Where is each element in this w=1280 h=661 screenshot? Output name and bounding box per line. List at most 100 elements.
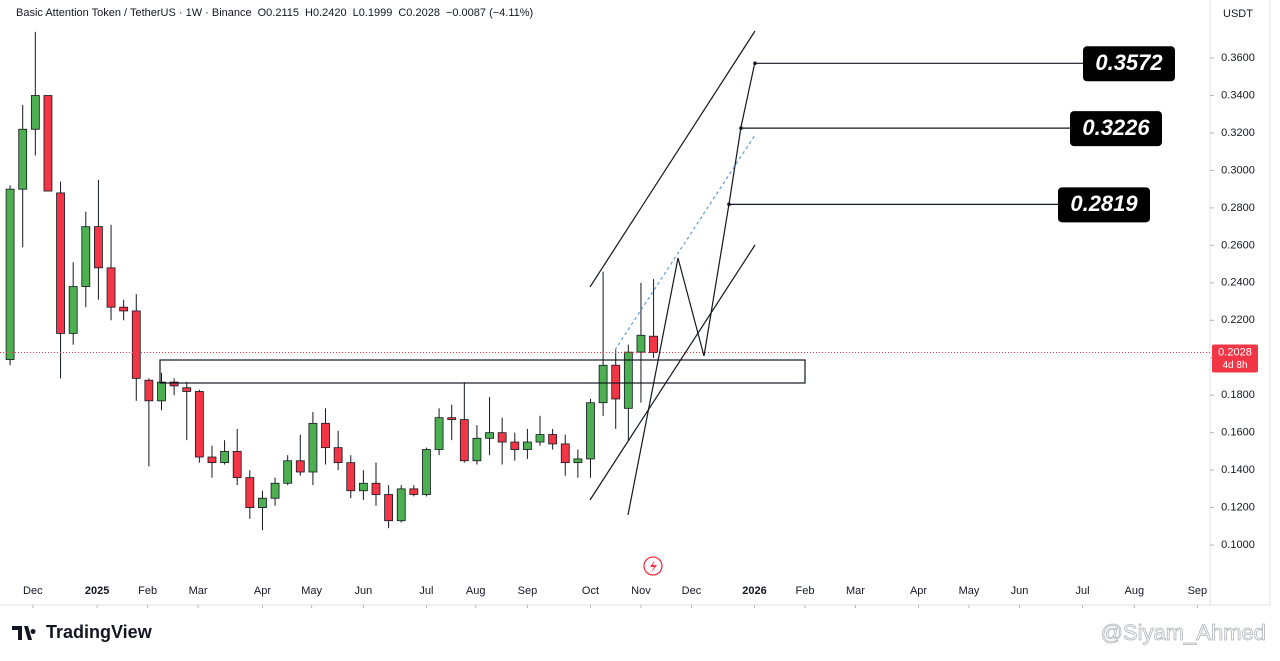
candle-body bbox=[94, 226, 103, 269]
symbol-title: Basic Attention Token / TetherUS · 1W · … bbox=[16, 7, 252, 19]
watermark: @Siyam_Ahmed bbox=[1101, 620, 1266, 645]
target-box bbox=[1058, 187, 1150, 223]
y-tick-label: 0.2600 bbox=[1221, 239, 1255, 251]
ohlc-high: H0.2420 bbox=[305, 7, 347, 19]
y-tick-label: 0.2200 bbox=[1221, 314, 1255, 326]
candle-body bbox=[333, 447, 343, 464]
candle-body bbox=[30, 95, 40, 130]
brand: TradingView bbox=[46, 622, 153, 642]
candle-body bbox=[485, 432, 494, 439]
x-tick-label: Sep bbox=[518, 585, 538, 597]
x-tick-label: Jul bbox=[1076, 585, 1090, 597]
y-tick-label: 0.3000 bbox=[1221, 164, 1255, 176]
x-tick-label: Jul bbox=[419, 585, 433, 597]
x-tick-label: Aug bbox=[466, 585, 486, 597]
candle-body bbox=[81, 226, 91, 287]
y-tick-label: 0.1400 bbox=[1221, 464, 1255, 476]
x-tick-label: Mar bbox=[846, 585, 865, 597]
ohlc-change: −0.0087 (−4.11%) bbox=[446, 7, 533, 19]
dashed-trend bbox=[614, 134, 756, 351]
candle-body bbox=[548, 434, 558, 445]
x-tick-label: Dec bbox=[682, 585, 702, 597]
candle-body bbox=[523, 441, 532, 450]
x-tick-label: Mar bbox=[189, 585, 208, 597]
y-tick-label: 0.1200 bbox=[1221, 502, 1255, 514]
candle-body bbox=[459, 419, 469, 462]
y-tick-label: 0.2800 bbox=[1221, 202, 1255, 214]
current-price-box bbox=[1212, 344, 1258, 373]
target-label: 0.3572 bbox=[1095, 50, 1163, 75]
candle-body bbox=[56, 192, 65, 334]
candle-body bbox=[182, 387, 192, 392]
ohlc-open: O0.2115 bbox=[258, 7, 299, 19]
candle-body bbox=[510, 441, 520, 450]
candle-body bbox=[194, 391, 204, 458]
plot: 0.10000.12000.14000.16000.18000.20000.22… bbox=[0, 31, 1255, 608]
channel-upper bbox=[589, 30, 756, 288]
candle-body bbox=[611, 364, 621, 400]
candle-body bbox=[232, 451, 242, 479]
x-tick-label: Feb bbox=[138, 585, 157, 597]
candle-body bbox=[283, 460, 293, 484]
x-tick-label: Dec bbox=[23, 585, 43, 597]
y-tick-label: 0.1600 bbox=[1221, 427, 1255, 439]
candle-body bbox=[472, 437, 482, 462]
x-tick-label: Jun bbox=[355, 585, 373, 597]
candle-body bbox=[157, 381, 166, 402]
event-icon-bolt bbox=[650, 560, 657, 573]
candle-body bbox=[131, 310, 141, 379]
candle-body bbox=[447, 417, 457, 420]
y-tick-label: 0.2400 bbox=[1221, 277, 1255, 289]
x-tick-label: Apr bbox=[254, 585, 271, 597]
x-tick-label: Jun bbox=[1011, 585, 1029, 597]
logo-mark bbox=[12, 626, 36, 640]
channel-lower bbox=[589, 244, 756, 501]
candle-body bbox=[598, 364, 608, 404]
target-label: 0.3226 bbox=[1082, 115, 1150, 140]
current-price-label: 0.2028 bbox=[1218, 346, 1252, 358]
candle-body bbox=[535, 434, 545, 443]
x-tick-label: 2025 bbox=[85, 585, 109, 597]
candle-body bbox=[258, 497, 267, 509]
candle-body bbox=[5, 188, 15, 361]
x-tick-label: Oct bbox=[582, 585, 599, 597]
x-tick-label: Aug bbox=[1125, 585, 1145, 597]
currency-label: USDT bbox=[1223, 8, 1253, 20]
candle-body bbox=[409, 488, 419, 495]
candle-body bbox=[573, 458, 583, 464]
zone-box bbox=[159, 359, 806, 384]
candle-body bbox=[497, 432, 507, 443]
candle-body bbox=[649, 335, 658, 353]
candle-body bbox=[220, 451, 229, 464]
candle-body bbox=[43, 95, 53, 192]
target-point bbox=[739, 126, 743, 130]
candle-body bbox=[207, 456, 217, 464]
y-tick-label: 0.3200 bbox=[1221, 127, 1255, 139]
candle-body bbox=[422, 449, 431, 495]
candle-body bbox=[636, 334, 646, 353]
candle-body bbox=[321, 422, 330, 449]
candle-body bbox=[119, 306, 129, 312]
y-tick-label: 0.3600 bbox=[1221, 52, 1255, 64]
candle-body bbox=[434, 417, 444, 450]
candle-body bbox=[144, 379, 154, 402]
candle-body bbox=[169, 381, 179, 387]
candle-body bbox=[106, 267, 116, 308]
candle-body bbox=[270, 482, 280, 499]
target-point bbox=[753, 61, 757, 66]
x-tick-label: Sep bbox=[1188, 585, 1208, 597]
x-tick-label: Apr bbox=[910, 585, 927, 597]
x-tick-label: Nov bbox=[631, 585, 651, 597]
y-tick-label: 0.1000 bbox=[1221, 539, 1255, 551]
candle-body bbox=[560, 443, 570, 464]
drawings bbox=[159, 30, 806, 516]
y-tick-label: 0.1800 bbox=[1221, 389, 1255, 401]
target-box bbox=[1070, 111, 1162, 147]
candle-body bbox=[371, 482, 381, 495]
candle-body bbox=[295, 460, 305, 473]
target-box bbox=[1083, 46, 1175, 82]
candle-body bbox=[384, 494, 394, 522]
x-tick-label: May bbox=[959, 585, 980, 597]
